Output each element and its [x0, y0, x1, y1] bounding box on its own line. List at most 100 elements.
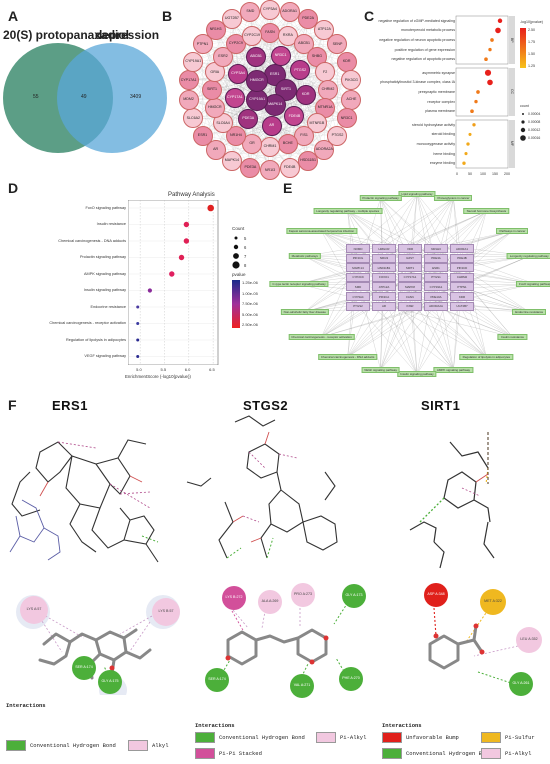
kegg-pathway-label: Endocrine resistance: [90, 304, 126, 309]
ppi-edge: [285, 89, 290, 169]
ppi-node: UGT2B7: [221, 8, 242, 29]
ppi-node: MAPK14: [221, 151, 242, 172]
go-facet-label: BP: [509, 16, 515, 64]
ctp-pathway-node: Proteoglycans in cancer: [434, 195, 473, 202]
ctp-pathway-node: Metabolic pathways: [288, 253, 321, 260]
go-legend-title: -log10(pvalue): [520, 20, 543, 24]
ppi-node: SENP: [327, 34, 348, 55]
panel-label-c: C: [364, 8, 375, 24]
kegg-count-dot: [234, 236, 238, 240]
ctp-target-node: INSR: [398, 301, 422, 311]
kegg-color-scale: [232, 280, 240, 328]
go-dot: [466, 142, 470, 146]
ppi-edge: [215, 29, 275, 75]
ppi-node: CHRM2: [318, 80, 338, 100]
ppi-node: NR1I3: [260, 160, 280, 181]
ctp-edge: [434, 305, 454, 370]
legend-label: Pi-Pi Stacked: [219, 749, 262, 757]
ctp-pathway-node: Endocrine resistance: [512, 308, 547, 315]
venn-overlap-count: 49: [81, 94, 87, 100]
go-x-tick: 100: [480, 172, 486, 176]
ppi-hub-node: HMGCR: [245, 69, 268, 92]
ctp-pathway-node: Regulation of lipolysis in adipocytes: [459, 353, 514, 360]
ctp-target-node: PTGS1: [424, 272, 448, 282]
kegg-dot: [178, 254, 185, 261]
legend-swatch: [382, 748, 402, 759]
legend-swatch: [195, 732, 215, 743]
go-dot: [472, 123, 476, 127]
kegg-pathway-label: FoxO signaling pathway: [85, 205, 126, 210]
residue-label: MET A:322: [480, 589, 506, 615]
ppi-hub-node: FDE4B: [284, 106, 305, 127]
ctp-pathway-node: Insulin resistance: [497, 333, 528, 340]
ctp-edge: [408, 276, 454, 370]
go-color-tick: 1.50: [528, 52, 535, 56]
ctp-edge: [408, 211, 487, 248]
ctp-target-node: PIK3CD: [450, 263, 474, 273]
ctp-target-node: CYP17A1: [398, 272, 422, 282]
ppi-edge: [250, 11, 257, 81]
venn-right-title: depression: [95, 28, 160, 42]
ctp-pathway-node: Insulin signaling pathway: [397, 371, 437, 377]
legend-swatch: [6, 740, 26, 751]
ctp-edge: [347, 305, 410, 357]
kegg-count-tick: 5: [244, 236, 247, 241]
kegg-dot: [183, 238, 190, 244]
legend-swatch: [316, 732, 336, 743]
ctp-target-node: HMGCR: [372, 244, 396, 253]
go-x-tick: 150: [492, 172, 498, 176]
ppi-node: MTNR1B: [306, 113, 327, 134]
legend-swatch: [128, 740, 148, 751]
go-x-tick: 50: [468, 172, 472, 176]
ctp-pathway-node: Lipid signaling pathway: [398, 191, 436, 197]
go-count-tick: 0.00016: [528, 136, 541, 140]
ctp-target-node: UGT2B7: [450, 301, 474, 311]
go-dot: [464, 152, 468, 156]
ppi-edge: [223, 56, 249, 119]
kegg-dot: [169, 271, 175, 277]
go-color-scale: [520, 28, 526, 68]
ctp-target-node: FASN: [398, 292, 422, 301]
docking-title-sirt1: SIRT1: [421, 398, 461, 413]
ctp-target-node: PDE10A: [424, 292, 448, 301]
ppi-hub-node: MAPK14: [264, 94, 287, 117]
ppi-node: CHRM1: [260, 136, 280, 157]
ctp-target-node: CYP19A1: [424, 282, 448, 292]
ppi-node: PTGS2: [327, 125, 348, 146]
ppi-node: NR1H3: [205, 19, 226, 40]
legend-swatch: [481, 732, 501, 743]
sirt1-3d-pose: [409, 432, 495, 569]
ppi-node: KDR: [336, 51, 357, 72]
ctp-edge: [347, 211, 410, 248]
ctp-target-node: MAPK14: [346, 263, 370, 273]
go-dot: [468, 132, 472, 136]
go-term-label: plasma membrane: [425, 109, 455, 114]
residue-label: ALA A:269: [258, 590, 282, 614]
residue-label: GLY A:175: [98, 670, 122, 694]
ctp-pathway-node: Chemical carcinogenesis - DNA adducts: [317, 353, 378, 360]
ctp-pathway-node: Kaposi sarcoma-associated herpesvirus in…: [285, 228, 358, 235]
go-color-tick: 1.25: [528, 64, 535, 68]
go-dot: [462, 161, 466, 165]
ctp-edge: [380, 198, 436, 248]
kegg-count-dot: [232, 261, 240, 269]
kegg-pathway-label: Insulin resistance: [96, 222, 126, 227]
go-count-tick: 0.00012: [528, 128, 541, 132]
ctp-target-node: PTGS2: [346, 301, 370, 311]
ppi-node: SIRT1: [202, 80, 222, 100]
ctp-target-node: PIK3CA: [372, 292, 396, 301]
ppi-node: NR1H4: [225, 125, 246, 146]
panel-label-d: D: [8, 180, 19, 196]
go-term-label: presynaptic membrane: [418, 90, 455, 94]
venn-left-count: 55: [33, 94, 39, 100]
go-term-label: receptor complex: [427, 99, 455, 104]
ppi-node: PTPN1: [192, 34, 213, 55]
go-x-tick: 200: [504, 172, 510, 176]
ppi-node: F2: [315, 62, 336, 83]
go-x-tick: 0: [456, 172, 458, 176]
ctp-pathway-node: Prolactin signaling pathway: [359, 195, 402, 202]
ppi-hub-node: PTGS2: [290, 60, 311, 81]
ctp-target-node: ADORA2A: [424, 301, 448, 311]
go-term-label: asymmetric synapse: [422, 70, 455, 75]
panel-label-e: E: [283, 180, 293, 196]
